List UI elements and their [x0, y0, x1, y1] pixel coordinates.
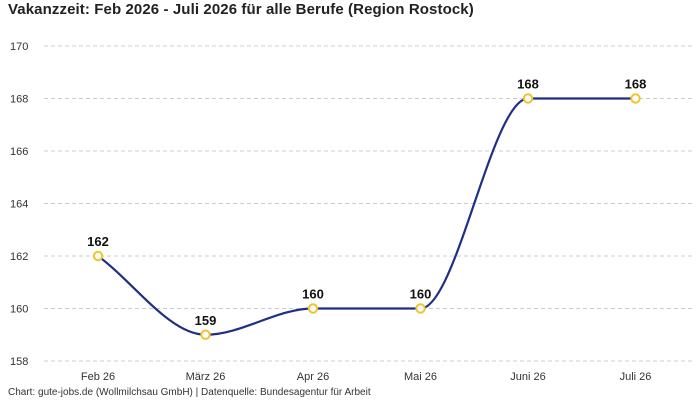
y-tick-label: 162: [10, 251, 28, 263]
series-line: [96, 97, 637, 336]
x-tick-label: März 26: [186, 371, 226, 383]
data-point: [522, 93, 534, 104]
x-tick-label: Feb 26: [81, 371, 115, 383]
chart-title: Vakanzzeit: Feb 2026 - Juli 2026 für all…: [8, 1, 474, 18]
y-tick-label: 166: [10, 146, 28, 158]
data-point: [200, 329, 211, 340]
series-line-group: [96, 97, 637, 336]
data-point: [415, 303, 426, 314]
data-label: 168: [625, 77, 647, 92]
data-label: 159: [195, 313, 217, 328]
y-tick-label: 160: [10, 304, 28, 316]
data-point: [92, 250, 104, 262]
y-tick-label: 158: [10, 356, 28, 368]
y-axis-tick-labels: 158 160 162 164 166 168 170: [10, 41, 28, 368]
y-tick-label: 170: [10, 41, 28, 53]
data-label: 168: [517, 77, 539, 92]
data-points: [92, 93, 641, 340]
y-tick-label: 168: [10, 94, 28, 106]
data-label: 160: [410, 287, 432, 302]
chart-footer: Chart: gute-jobs.de (Wollmilchsau GmbH) …: [8, 387, 371, 398]
x-axis-tick-labels: Feb 26 März 26 Apr 26 Mai 26 Juni 26 Juli 26: [81, 371, 652, 383]
x-tick-label: Juli 26: [620, 371, 652, 383]
data-label: 162: [87, 234, 109, 249]
data-label: 160: [302, 287, 324, 302]
x-tick-label: Apr 26: [297, 371, 329, 383]
x-tick-label: Juni 26: [510, 371, 545, 383]
x-tick-label: Mai 26: [404, 371, 437, 383]
data-labels: 162 159 160 160 168 168: [87, 77, 646, 328]
data-point: [307, 303, 319, 314]
data-point: [630, 93, 641, 104]
grid-lines: [44, 45, 692, 362]
y-tick-label: 164: [10, 199, 28, 211]
